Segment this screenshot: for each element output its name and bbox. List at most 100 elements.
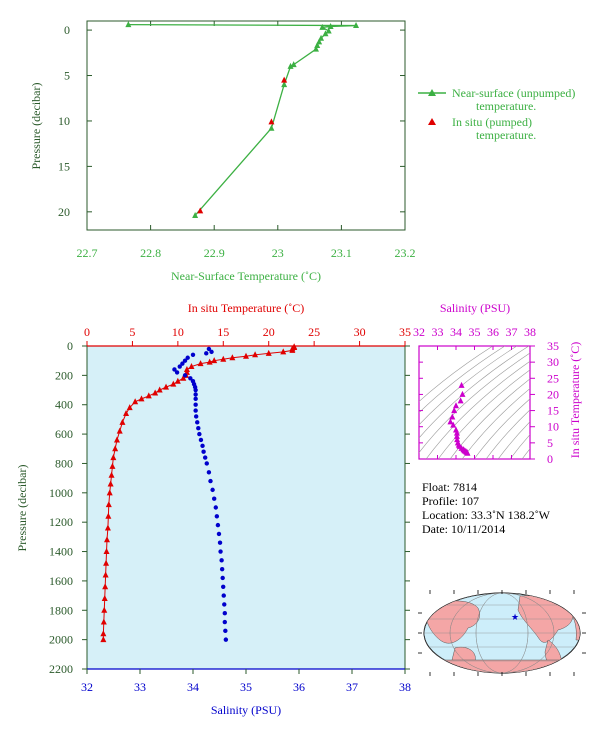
density-contour [425, 360, 530, 459]
temperature-point [103, 559, 110, 566]
salinity-point [197, 431, 202, 437]
temperature-point [103, 536, 110, 543]
top-xtick-label: 22.7 [77, 246, 98, 260]
salinity-point [219, 558, 224, 563]
ts-ytick-label: 10 [547, 420, 559, 434]
salinity-point [222, 611, 227, 616]
temperature-point [105, 512, 112, 519]
salinity-point [220, 575, 225, 581]
salinity-point [182, 358, 188, 363]
unpumped-point [268, 124, 275, 131]
temperature-point [102, 571, 109, 578]
near-surface-chart: 22.7 22.8 22.9 23 23.1 23.2 0 5 10 15 20 Near-Surf… [29, 20, 575, 283]
temperature-point [152, 389, 159, 396]
temperature-point [119, 418, 126, 425]
unpumped-point [322, 30, 329, 37]
salinity-point [212, 496, 217, 501]
temperature-point [101, 595, 108, 602]
salinity-point [221, 593, 226, 598]
salinity-point [221, 584, 226, 589]
near-surface-axes: 22.7 22.8 22.9 23 23.1 23.2 0 5 10 15 20 [58, 21, 416, 260]
salinity-point [193, 392, 198, 397]
density-contour [419, 352, 530, 454]
pressure-tick-label: 1400 [49, 545, 73, 559]
map-float-marker: ★ [511, 612, 519, 622]
pressure-tick-label: 400 [55, 398, 73, 412]
profile-plot-area [86, 345, 406, 670]
salinity-point [204, 461, 209, 466]
unpumped-point [325, 27, 332, 34]
temperature-point [180, 374, 187, 381]
density-contour [419, 346, 518, 426]
unpumped-point [312, 45, 319, 52]
pressure-tick-label: 1000 [49, 486, 73, 500]
unpumped-point [353, 22, 360, 29]
salinity-point [213, 505, 218, 510]
temperature-tick-label: 35 [399, 325, 411, 339]
top-xtick-label: 22.8 [140, 246, 161, 260]
ts-plot-area [418, 345, 531, 460]
ts-xtick-label: 37 [506, 325, 518, 339]
ts-point [458, 381, 465, 388]
near-surface-plot-area [86, 20, 406, 231]
unpumped-point [319, 23, 326, 30]
pressure-tick-label: 1200 [49, 515, 73, 529]
temperature-tick-label: 0 [84, 325, 90, 339]
pressure-tick-label: 800 [55, 456, 73, 470]
temperature-point [163, 383, 170, 390]
ts-point [454, 436, 461, 443]
salinity-tick-label: 36 [293, 680, 305, 694]
salinity-point [222, 602, 227, 607]
top-ytick-label: 15 [58, 159, 70, 173]
pressure-tick-label: 0 [67, 339, 73, 353]
unpumped-point [192, 211, 199, 218]
ts-series [447, 381, 471, 456]
ts-point [451, 407, 458, 414]
ts-ytick-label: 15 [547, 404, 559, 418]
salinity-point [222, 619, 227, 625]
unpumped-point [281, 81, 288, 88]
legend-marker-unpumped [428, 89, 436, 96]
info-location: Location: 33.3˚N 138.2˚W [422, 508, 551, 522]
salinity-point [202, 455, 208, 460]
pumped-point [197, 207, 204, 214]
density-contour [419, 346, 530, 439]
salinity-point [206, 470, 212, 475]
ts-diagram: 32 33 34 35 36 37 38 0 5 10 15 20 25 30 35 Salinity (P… [413, 301, 582, 466]
legend-label-unpumped-1: Near-surface (unpumped) [452, 86, 575, 100]
temperature-point [109, 462, 116, 469]
temperature-point [108, 471, 115, 478]
salinity-point [208, 478, 213, 484]
salinity-tick-label: 32 [81, 680, 93, 694]
salinity-point [190, 352, 196, 358]
temperature-point [188, 363, 195, 370]
temperature-point [100, 636, 107, 643]
temperature-point [197, 360, 204, 367]
ts-xtick-label: 35 [469, 325, 481, 339]
ts-point [453, 432, 460, 439]
salinity-tick-label: 33 [134, 680, 146, 694]
ts-xtick-label: 33 [432, 325, 444, 339]
legend-label-pumped-2: temperature. [476, 128, 536, 142]
temperature-point [100, 630, 107, 637]
salinity-point [185, 355, 190, 360]
ts-xtick-label: 38 [524, 325, 536, 339]
temperature-point [110, 454, 117, 461]
ts-ytick-label: 20 [547, 387, 559, 401]
temperature-point [206, 358, 213, 365]
temperature-point [113, 436, 120, 443]
salinity-tick-label: 37 [346, 680, 358, 694]
legend-label-pumped-1: In situ (pumped) [452, 115, 532, 129]
temperature-point [243, 352, 249, 359]
salinity-tick-label: 35 [240, 680, 252, 694]
salinity-tick-label: 38 [399, 680, 411, 694]
profile-bottom-xlabel: Salinity (PSU) [211, 703, 281, 717]
location-map: ★ [418, 590, 586, 676]
temperature-point [220, 355, 227, 362]
salinity-point [216, 531, 222, 537]
temperature-point [101, 606, 108, 613]
top-xtick-label: 22.9 [204, 246, 225, 260]
temperature-point [132, 398, 139, 405]
pressure-tick-label: 600 [55, 427, 73, 441]
near-surface-ylabel: Pressure (decibar) [29, 83, 43, 170]
